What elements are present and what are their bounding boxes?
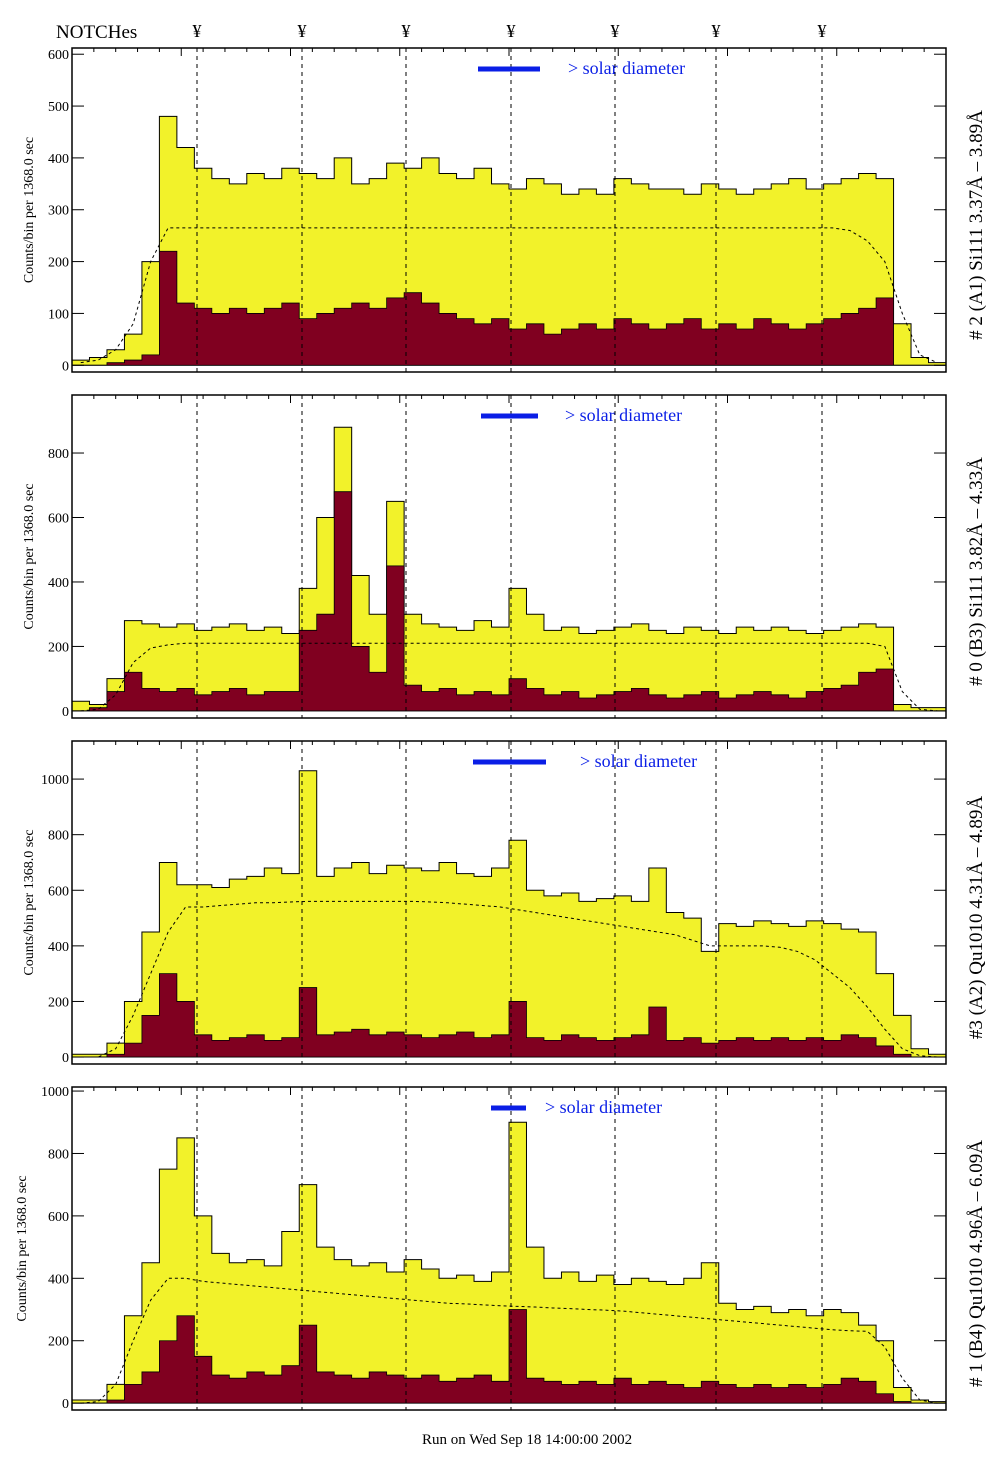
panel-3: 0 200 400 600 800 1000 > solar diameter Counts/…: [15, 1085, 987, 1412]
notch-marker-4: ¥: [611, 21, 620, 41]
notch-marker-6: ¥: [818, 21, 827, 41]
notch-marker-3: ¥: [507, 21, 516, 41]
ytick-label: 400: [48, 940, 69, 955]
panel-1: 0 200 400 600 800 > solar diameter Counts/bin …: [22, 394, 987, 720]
run-date-footer: Run on Wed Sep 18 14:00:00 2002: [422, 1432, 632, 1448]
panel-2: 0 200 400 600 800 1000 > solar diameter Counts/…: [22, 740, 987, 1066]
legend-label: > solar diameter: [568, 58, 685, 78]
notch-marker-1: ¥: [298, 21, 307, 41]
ytick-label: 200: [48, 640, 69, 655]
model-curve: [80, 642, 938, 712]
panel-0: 0 100 200 300 400 500 600 > solar diameter Count…: [22, 47, 987, 374]
y-axis-label: Counts/bin per 1368.0 sec: [15, 1175, 30, 1321]
legend-label: > solar diameter: [580, 751, 697, 771]
panel-title: # 0 (B3) Si111 3.82Å – 4.33Å: [966, 457, 987, 686]
panel-title: # 1 (B4) Qu1010 4.96Å – 6.09Å: [966, 1140, 987, 1387]
ytick-label: 800: [48, 1147, 69, 1162]
component-counts-histogram: [72, 491, 946, 712]
component-counts-histogram: [72, 973, 946, 1058]
component-counts-histogram: [72, 1309, 946, 1404]
ytick-label: 400: [48, 576, 69, 591]
ytick-label: 600: [48, 1210, 69, 1225]
ytick-label: 100: [48, 307, 69, 322]
ytick-label: 600: [48, 48, 69, 63]
ytick-label: 0: [62, 359, 69, 374]
ytick-label: 300: [48, 204, 69, 219]
ytick-label: 600: [48, 511, 69, 526]
ytick-label: 600: [48, 884, 69, 899]
ytick-label: 200: [48, 1335, 69, 1350]
model-curve: [80, 1277, 938, 1404]
ytick-label: 400: [48, 152, 69, 167]
ytick-label: 500: [48, 100, 69, 115]
ytick-label: 0: [62, 705, 69, 720]
notch-marker-2: ¥: [402, 21, 411, 41]
ytick-label: 0: [62, 1051, 69, 1066]
notch-marker-5: ¥: [712, 21, 721, 41]
total-counts-histogram: [71, 770, 947, 1058]
panels: 0 100 200 300 400 500 600 > solar diameter Count…: [15, 47, 987, 1412]
y-axis-label: Counts/bin per 1368.0 sec: [22, 483, 37, 629]
y-axis-label: Counts/bin per 1368.0 sec: [22, 137, 37, 283]
ytick-label: 800: [48, 447, 69, 462]
component-counts-histogram: [72, 250, 946, 366]
y-axis-label: Counts/bin per 1368.0 sec: [22, 829, 37, 975]
ytick-label: 800: [48, 829, 69, 844]
total-counts-histogram: [71, 426, 947, 712]
legend-label: > solar diameter: [545, 1097, 662, 1117]
ytick-label: 400: [48, 1272, 69, 1287]
total-counts-histogram: [71, 1121, 947, 1404]
notch-markers: ¥ ¥ ¥ ¥ ¥ ¥ ¥: [193, 21, 827, 41]
ytick-label: 0: [62, 1397, 69, 1412]
notches-label: NOTCHes: [56, 22, 137, 43]
panel-title: #3 (A2) Qu1010 4.31Å – 4.89Å: [966, 796, 987, 1040]
panel-title: # 2 (A1) Si111 3.37Å – 3.89Å: [966, 110, 987, 340]
ytick-label: 200: [48, 995, 69, 1010]
ytick-label: 1000: [41, 1085, 69, 1100]
ytick-label: 1000: [41, 773, 69, 788]
model-curve: [80, 227, 938, 364]
notch-marker-0: ¥: [193, 21, 202, 41]
ytick-label: 200: [48, 256, 69, 271]
legend-label: > solar diameter: [565, 405, 682, 425]
